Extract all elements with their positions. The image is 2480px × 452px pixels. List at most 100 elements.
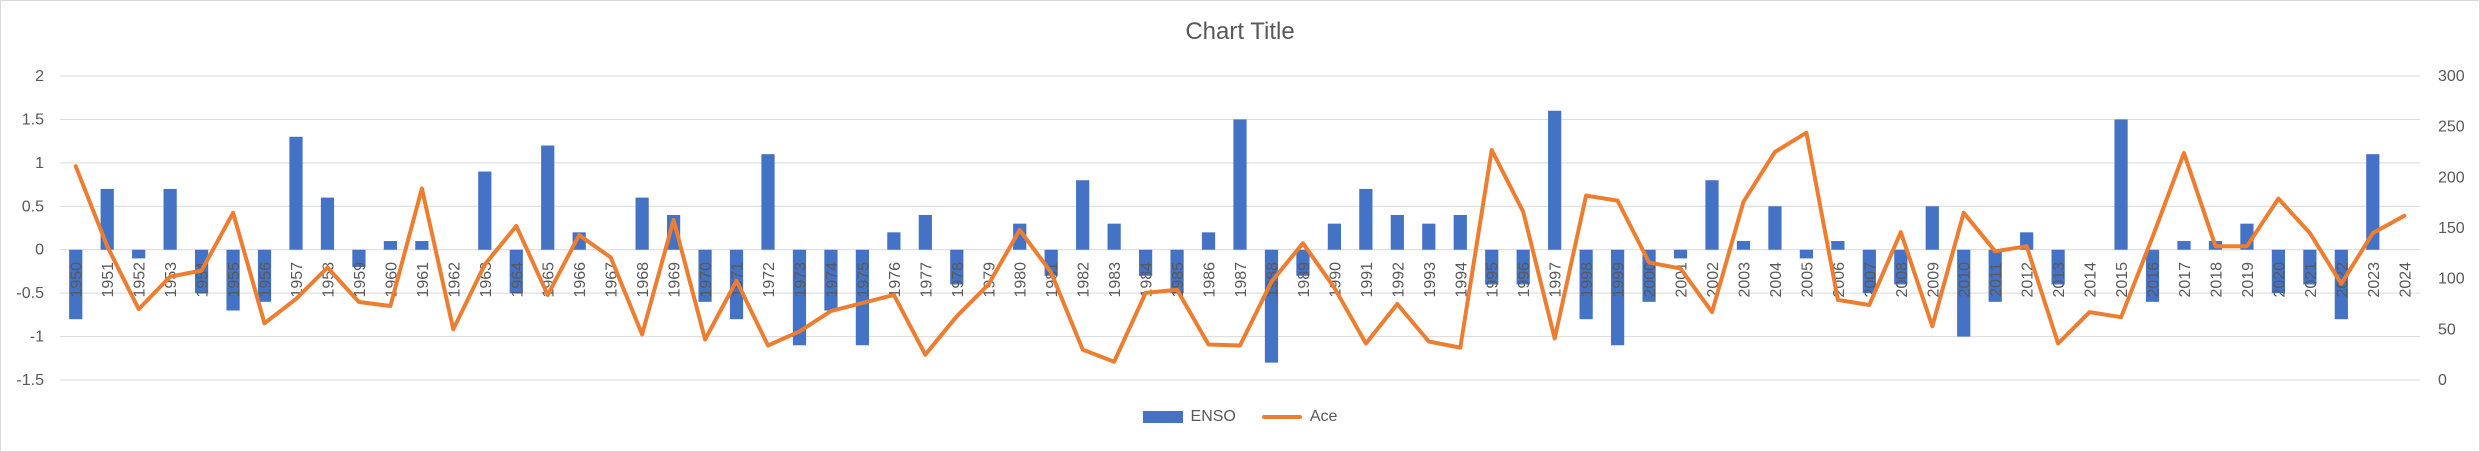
- y-right-tick-label: 100: [2438, 271, 2465, 288]
- x-tick-label: 2013: [2051, 262, 2068, 298]
- enso-bar: [1076, 180, 1090, 250]
- y-left-tick-label: -1.5: [16, 372, 44, 389]
- enso-bar: [1610, 249, 1625, 346]
- x-tick-label: 2003: [1736, 262, 1753, 298]
- enso-bar: [1107, 223, 1121, 250]
- legend-label-enso: ENSO: [1190, 408, 1236, 425]
- enso-bar: [792, 249, 807, 346]
- x-tick-label: 1987: [1233, 262, 1250, 298]
- x-tick-label: 1964: [509, 262, 526, 298]
- enso-bar: [1296, 249, 1310, 276]
- x-tick-label: 2020: [2271, 262, 2288, 298]
- enso-bar: [1013, 223, 1027, 250]
- x-tick-label: 1990: [1327, 262, 1344, 298]
- x-tick-label: 1983: [1107, 262, 1124, 298]
- x-tick-label: 1999: [1611, 262, 1628, 298]
- x-tick-label: 2005: [1799, 262, 1816, 298]
- enso-bar: [1768, 206, 1782, 250]
- enso-bar: [666, 214, 681, 250]
- x-tick-label: 1956: [258, 262, 275, 298]
- x-tick-label: 1986: [1202, 262, 1219, 298]
- enso-bar: [1359, 188, 1373, 250]
- enso-bar: [824, 249, 838, 311]
- x-tick-label: 1989: [1296, 262, 1313, 298]
- enso-bar: [1422, 223, 1436, 250]
- enso-bar: [1453, 214, 1467, 250]
- x-tick-label: 2016: [2146, 262, 2163, 298]
- enso-bar: [950, 249, 964, 285]
- y-left-tick-label: 2: [35, 68, 44, 85]
- y-right-tick-label: 150: [2438, 220, 2465, 237]
- x-tick-label: 1974: [824, 262, 841, 298]
- y-right-tick-label: 0: [2438, 372, 2447, 389]
- x-tick-label: 2008: [1894, 262, 1911, 298]
- x-tick-label: 1950: [69, 262, 86, 298]
- enso-bar: [1705, 180, 1719, 250]
- enso-bar: [132, 249, 146, 259]
- x-tick-label: 1957: [289, 262, 306, 298]
- enso-bar: [1831, 241, 1845, 250]
- enso-bar: [1170, 249, 1184, 294]
- enso-bar: [320, 197, 335, 250]
- enso-bar: [2366, 154, 2380, 250]
- x-tick-label: 1962: [446, 262, 463, 298]
- y-right-tick-label: 50: [2438, 321, 2456, 338]
- enso-bar: [478, 171, 492, 250]
- legend-item-enso: ENSO: [1142, 408, 1236, 426]
- x-tick-label: 1952: [132, 262, 149, 298]
- y-left-tick-label: 1: [35, 155, 44, 172]
- y-right-tick-label: 200: [2438, 169, 2465, 186]
- x-tick-label: 1953: [163, 262, 180, 298]
- ace-line: [73, 130, 2407, 364]
- x-tick-label: 1963: [478, 262, 495, 298]
- x-tick-label: 1993: [1422, 262, 1439, 298]
- enso-bar: [509, 249, 523, 294]
- enso-bar: [163, 188, 177, 250]
- x-tick-label: 1970: [698, 262, 715, 298]
- x-tick-label: 1966: [572, 262, 589, 298]
- enso-bar: [1548, 110, 1562, 250]
- x-tick-label: 2010: [1957, 262, 1974, 298]
- y-left-tick-label: -1: [30, 329, 44, 346]
- enso-bar: [1516, 249, 1530, 285]
- x-tick-label: 1951: [100, 262, 117, 298]
- enso-bar: [352, 249, 366, 268]
- x-tick-label: 2009: [1925, 262, 1942, 298]
- x-tick-label: 2011: [1988, 262, 2005, 297]
- legend-swatch-ace: [1261, 415, 1302, 419]
- x-tick-label: 1973: [792, 262, 809, 298]
- enso-bar: [2051, 249, 2065, 285]
- enso-bar: [226, 249, 240, 311]
- enso-bar: [1988, 249, 2002, 302]
- x-tick-label: 2024: [2397, 262, 2414, 298]
- enso-bar: [257, 249, 272, 302]
- enso-bar: [541, 145, 555, 250]
- x-tick-label: 2017: [2177, 262, 2194, 298]
- x-tick-label: 1969: [667, 262, 684, 298]
- x-tick-label: 2001: [1674, 262, 1691, 298]
- x-tick-label: 1972: [761, 262, 778, 298]
- legend-label-ace: Ace: [1309, 408, 1338, 425]
- enso-bar: [1957, 249, 1971, 337]
- chart-title: Chart Title: [1185, 18, 1295, 45]
- enso-bar: [1485, 249, 1499, 285]
- enso-bar: [2271, 249, 2286, 294]
- x-tick-label: 1984: [1139, 262, 1156, 298]
- enso-bar: [887, 232, 901, 250]
- x-tick-label: 1955: [226, 262, 243, 298]
- x-tick-label: 1982: [1076, 262, 1093, 298]
- enso-bar: [289, 136, 303, 250]
- enso-bar: [100, 188, 114, 250]
- x-tick-label: 2012: [2020, 262, 2037, 298]
- y-left-tick-label: 1.5: [22, 111, 44, 128]
- y-left-tick-label: 0.5: [22, 198, 44, 215]
- enso-bar: [1862, 249, 1876, 294]
- enso-bar: [1233, 119, 1247, 250]
- x-tick-label: 1991: [1359, 262, 1376, 298]
- x-tick-label: 1996: [1516, 262, 1533, 298]
- y-right-tick-label: 300: [2438, 68, 2465, 85]
- enso-bar: [1579, 249, 1593, 320]
- x-tick-label: 2015: [2114, 262, 2131, 298]
- enso-bar: [1390, 214, 1404, 250]
